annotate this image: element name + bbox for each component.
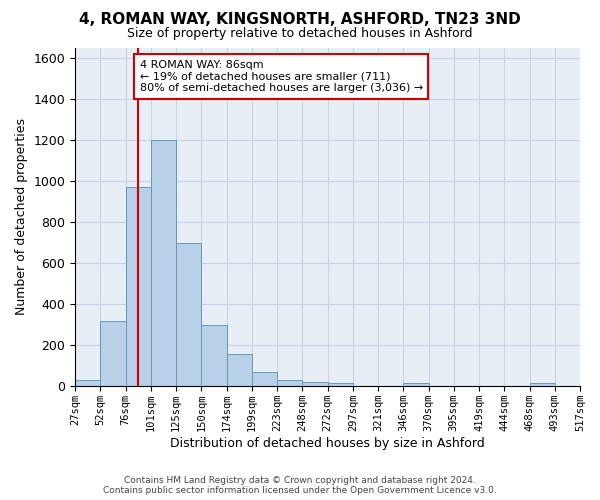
X-axis label: Distribution of detached houses by size in Ashford: Distribution of detached houses by size …: [170, 437, 485, 450]
Bar: [328, 383, 353, 386]
Bar: [302, 382, 328, 386]
Bar: [277, 380, 302, 386]
Bar: [202, 324, 227, 386]
Bar: [125, 187, 151, 386]
Y-axis label: Number of detached properties: Number of detached properties: [15, 118, 28, 316]
Bar: [403, 383, 428, 386]
Text: 4 ROMAN WAY: 86sqm
← 19% of detached houses are smaller (711)
80% of semi-detach: 4 ROMAN WAY: 86sqm ← 19% of detached hou…: [140, 60, 423, 93]
Bar: [75, 380, 100, 386]
Bar: [176, 242, 202, 386]
Text: Size of property relative to detached houses in Ashford: Size of property relative to detached ho…: [127, 28, 473, 40]
Text: 4, ROMAN WAY, KINGSNORTH, ASHFORD, TN23 3ND: 4, ROMAN WAY, KINGSNORTH, ASHFORD, TN23 …: [79, 12, 521, 28]
Bar: [530, 383, 555, 386]
Text: Contains HM Land Registry data © Crown copyright and database right 2024.
Contai: Contains HM Land Registry data © Crown c…: [103, 476, 497, 495]
Bar: [252, 372, 277, 386]
Bar: [100, 320, 125, 386]
Bar: [151, 140, 176, 386]
Bar: [227, 354, 252, 386]
